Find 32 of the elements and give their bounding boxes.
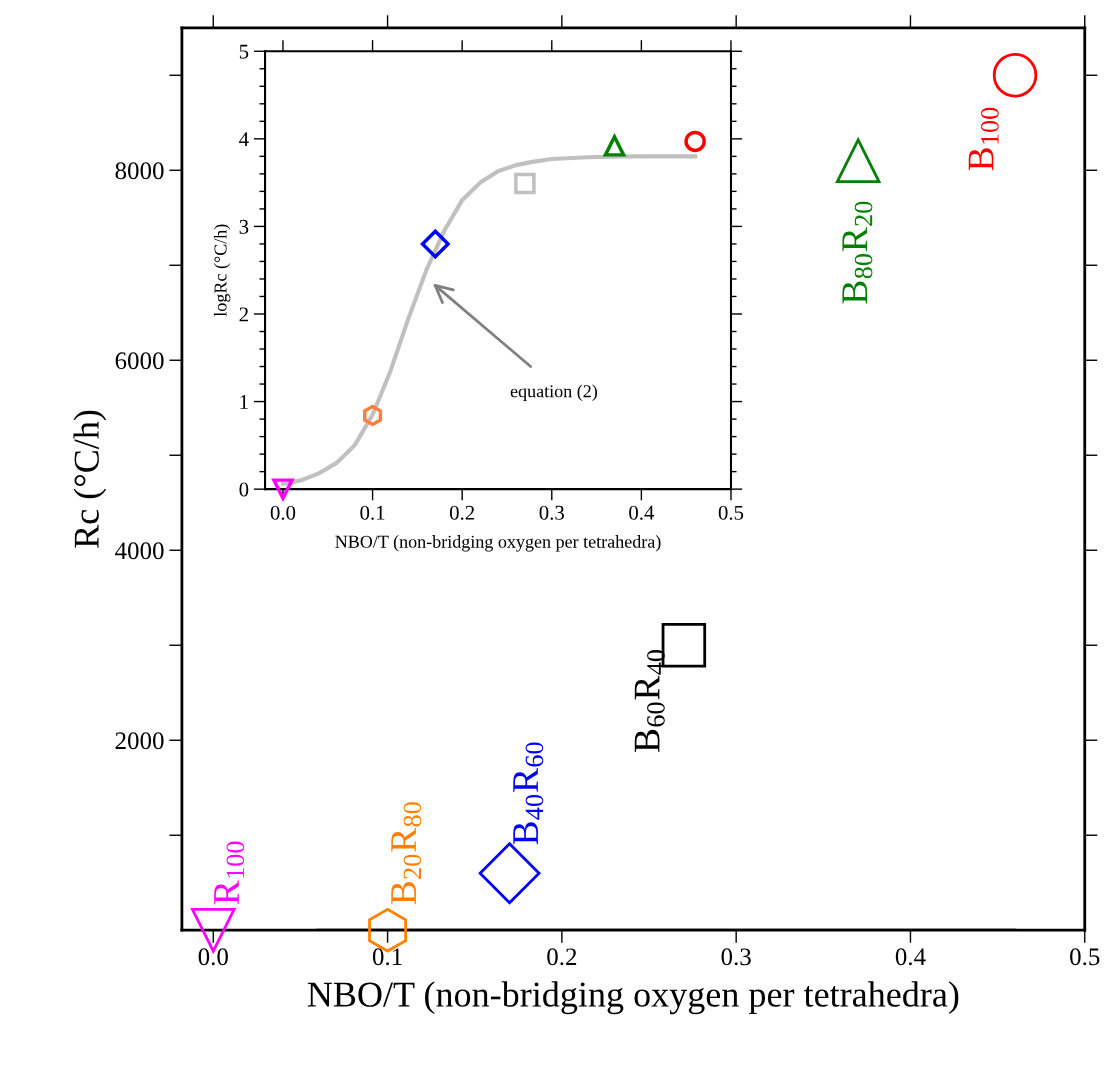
text: B$_{80}$R$_{20}$ (842, 201, 873, 304)
x-tick-label: 0.5 (1070, 948, 1100, 966)
y-axis-title: logRc (°C/h) (213, 224, 231, 317)
x-tick-label: 0.2 (449, 505, 475, 520)
x-tick-label: 0.4 (629, 505, 655, 520)
y-tick-label: 6000 (115, 352, 164, 370)
x-tick-label: 0.3 (539, 505, 564, 520)
text: R$_{100}$ (214, 841, 245, 905)
annotation: equation (2) (510, 384, 597, 401)
x-axis-title: NBO/T (non-bridging oxygen per tetrahedra) (335, 535, 661, 552)
text: B$_{20}$R$_{80}$ (391, 802, 422, 905)
x-tick-label: 0.1 (372, 948, 402, 966)
x-tick-label: 0.4 (895, 948, 926, 966)
y-tick-label: 2000 (115, 732, 164, 750)
x-axis-title: NBO/T (non-bridging oxygen per tetrahedra) (307, 981, 959, 1015)
text: B$_{100}$ (968, 107, 999, 171)
y-tick-label: 8000 (115, 162, 164, 180)
y-tick-label: 3 (239, 219, 249, 234)
x-tick-label: 0.1 (360, 505, 385, 520)
y-tick-label: 4 (239, 132, 249, 147)
x-tick-label: 0.3 (721, 948, 751, 966)
y-tick-label: 2 (239, 307, 248, 322)
x-tick-label: 0.0 (198, 948, 228, 966)
y-tick-label: 4000 (115, 542, 164, 560)
text: B$_{40}$R$_{60}$ (513, 742, 544, 845)
x-tick-label: 0.0 (270, 505, 296, 520)
x-tick-label: 0.5 (718, 505, 744, 520)
y-axis-title: Rc (°C/h) (73, 410, 107, 548)
x-tick-label: 0.2 (547, 948, 577, 966)
y-tick-label: 5 (239, 44, 249, 59)
y-tick-label: 1 (240, 395, 248, 409)
y-tick-label: 0 (239, 482, 249, 497)
